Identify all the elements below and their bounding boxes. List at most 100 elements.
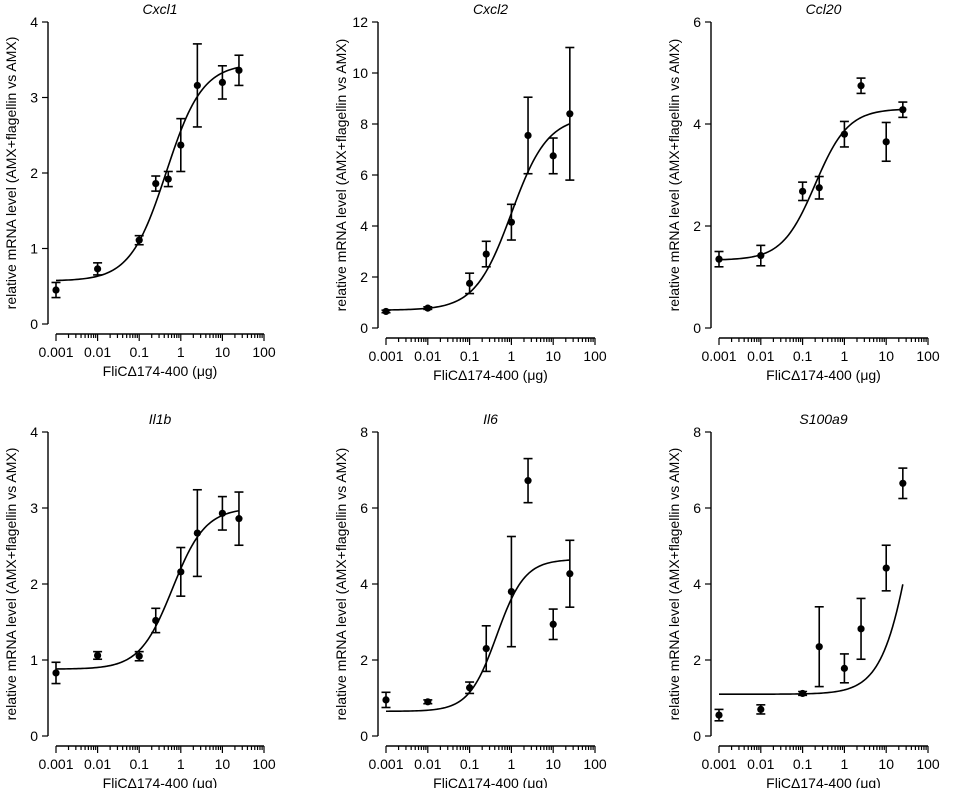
data-marker <box>899 106 907 114</box>
data-marker <box>235 66 243 74</box>
y-tick-label: 6 <box>360 167 368 183</box>
y-tick-label: 4 <box>30 14 38 30</box>
x-tick-label: 0.1 <box>460 756 480 772</box>
x-tick-label: 1 <box>177 756 185 772</box>
data-point-7 <box>881 121 891 163</box>
x-axis-label: FliCΔ174-400 (μg) <box>433 367 548 383</box>
data-point-2 <box>756 704 766 715</box>
x-axis-label: FliCΔ174-400 (μg) <box>103 363 218 379</box>
x-tick-label: 100 <box>583 348 607 364</box>
data-marker <box>135 652 143 660</box>
data-marker <box>164 175 172 183</box>
data-point-8 <box>565 539 575 608</box>
data-point-1 <box>51 661 61 685</box>
y-axis-label: relative mRNA level (AMX+flagellin vs AM… <box>333 39 349 312</box>
data-marker <box>815 184 823 192</box>
data-point-7 <box>548 137 558 175</box>
y-tick-label: 4 <box>360 218 368 234</box>
chart-panel-5: 0 2 4 6 8 0.001 0.01 0.1 1 10 100 Il6 FliCΔ174-400 (… <box>333 411 607 788</box>
data-point-6 <box>523 96 533 175</box>
x-axis-label: FliCΔ174-400 (μg) <box>766 775 881 788</box>
data-marker <box>152 616 160 625</box>
data-marker <box>507 588 515 596</box>
data-point-7 <box>881 544 891 592</box>
y-tick-label: 10 <box>352 65 368 81</box>
chart-panel-2: 0 2 4 6 8 10 12 0.001 0.01 0.1 1 10 100 Cxcl2 FliCΔ174… <box>333 1 607 383</box>
y-tick-label: 0 <box>360 728 368 744</box>
fit-curve <box>719 584 904 695</box>
x-tick-label: 10 <box>215 344 231 360</box>
x-tick-label: 0.1 <box>793 348 813 364</box>
data-point-3 <box>134 234 144 246</box>
chart-title: Il1b <box>149 411 172 427</box>
data-marker <box>235 515 243 523</box>
y-tick-label: 0 <box>693 728 701 744</box>
data-marker <box>135 236 143 244</box>
y-axis-label: relative mRNA level (AMX+flagellin vs AM… <box>666 39 682 312</box>
data-marker <box>715 711 723 719</box>
data-point-1 <box>714 708 724 722</box>
data-point-4 <box>151 607 161 634</box>
fit-curve <box>385 123 571 311</box>
data-marker <box>218 78 226 86</box>
y-tick-label: 1 <box>30 652 38 668</box>
data-point-5 <box>163 170 173 188</box>
data-point-8 <box>234 491 244 547</box>
y-tick-label: 1 <box>30 241 38 257</box>
y-tick-label: 2 <box>360 269 368 285</box>
data-marker <box>840 130 849 138</box>
data-point-3 <box>465 681 475 695</box>
data-point-1 <box>381 691 391 709</box>
x-tick-label: 0.01 <box>414 348 441 364</box>
data-point-1 <box>714 250 724 268</box>
y-axis-label: relative mRNA level (AMX+flagellin vs AM… <box>333 448 349 721</box>
data-marker <box>507 218 515 226</box>
chart-title: Ccl20 <box>806 1 842 17</box>
chart-panel-6: 0 2 4 6 8 0.001 0.01 0.1 1 10 100 S100a9 FliCΔ174-40… <box>666 411 940 788</box>
x-tick-label: 0.1 <box>793 756 813 772</box>
data-point-6 <box>192 488 202 578</box>
data-point-5 <box>506 203 516 241</box>
y-tick-label: 2 <box>360 652 368 668</box>
y-tick-label: 2 <box>30 576 38 592</box>
y-tick-label: 8 <box>360 116 368 132</box>
x-tick-label: 10 <box>878 348 894 364</box>
data-marker <box>882 138 890 146</box>
data-point-8 <box>565 46 575 181</box>
chart-panel-4: 0 1 2 3 4 0.001 0.01 0.1 1 10 100 Il1b FliCΔ174-400 … <box>3 411 276 788</box>
y-tick-label: 4 <box>693 116 701 132</box>
data-point-4 <box>481 240 491 268</box>
data-point-3 <box>798 181 808 202</box>
data-point-5 <box>839 653 849 684</box>
x-tick-label: 0.001 <box>701 756 736 772</box>
x-tick-label: 0.001 <box>701 348 736 364</box>
y-axis-label: relative mRNA level (AMX+flagellin vs AM… <box>3 37 19 310</box>
x-tick-label: 0.01 <box>84 756 111 772</box>
x-tick-label: 1 <box>841 348 849 364</box>
data-point-4 <box>814 175 824 200</box>
x-tick-label: 1 <box>508 348 516 364</box>
data-point-8 <box>217 64 227 100</box>
data-point-6 <box>523 457 533 504</box>
data-marker <box>840 664 849 672</box>
data-marker <box>799 187 807 195</box>
data-marker <box>757 251 765 260</box>
data-point-6 <box>856 77 866 95</box>
data-point-5 <box>176 546 186 597</box>
chart-panel-1: 0 1 2 3 4 0.001 0.01 0.1 1 10 100 Cxcl1 FliCΔ174-400… <box>3 1 276 379</box>
data-point-9 <box>234 54 244 87</box>
x-tick-label: 10 <box>215 756 231 772</box>
x-tick-label: 10 <box>545 348 561 364</box>
y-tick-label: 2 <box>693 652 701 668</box>
data-marker <box>715 255 723 263</box>
data-marker <box>857 625 865 633</box>
y-tick-label: 0 <box>360 320 368 336</box>
data-point-7 <box>217 495 227 531</box>
fit-curve <box>385 559 570 713</box>
y-tick-label: 8 <box>693 424 701 440</box>
x-tick-label: 10 <box>545 756 561 772</box>
data-marker <box>757 705 765 714</box>
x-tick-label: 0.01 <box>84 344 111 360</box>
y-tick-label: 2 <box>30 165 38 181</box>
chart-title: Cxcl2 <box>473 1 508 17</box>
